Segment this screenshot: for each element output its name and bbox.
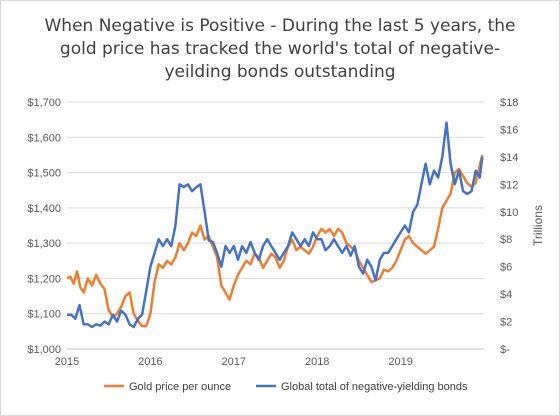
legend-label-gold: Gold price per ounce <box>129 381 231 393</box>
y-right-tick-label: $14 <box>500 152 518 164</box>
gridlines <box>67 101 484 315</box>
series-line-bonds <box>67 121 484 329</box>
y-right-tick-label: $12 <box>500 179 518 191</box>
y-left-tick-label: $1,100 <box>27 309 61 321</box>
y-axis-right-label: Trillions <box>531 205 545 246</box>
y-left-tick-label: $1,000 <box>27 344 61 356</box>
y-right-tick-label: $18 <box>500 97 518 109</box>
y-right-tick-label: $2 <box>500 317 512 329</box>
x-tick-label: 2019 <box>388 356 412 368</box>
y-right-tick-label: $4 <box>500 289 512 301</box>
y-right-tick-label: $10 <box>500 207 518 219</box>
y-right-tick-label: $16 <box>500 124 518 136</box>
y-left-tick-label: $1,700 <box>27 97 61 109</box>
x-tick-label: 2018 <box>305 356 329 368</box>
y-axis-right-ticks: $- $2 $4 $6 $8 $10 $12 $14 $16 $18 <box>500 97 518 356</box>
y-right-tick-label: $- <box>500 344 510 356</box>
chart-title: When Negative is Positive - During the l… <box>44 16 516 82</box>
x-tick-label: 2016 <box>138 356 162 368</box>
legend-label-bonds: Global total of negative-yielding bonds <box>281 381 468 393</box>
x-tick-label: 2015 <box>55 356 79 368</box>
x-axis-ticks: 2015 2016 2017 2018 2019 <box>55 356 413 368</box>
series-lines <box>66 121 484 329</box>
y-left-tick-label: $1,500 <box>27 168 61 180</box>
y-left-tick-label: $1,400 <box>27 203 61 215</box>
y-right-tick-label: $6 <box>500 262 512 274</box>
y-left-tick-label: $1,300 <box>27 238 61 250</box>
legend: Gold price per ounce Global total of nega… <box>104 381 468 393</box>
series-line-gold <box>66 154 484 328</box>
y-left-tick-label: $1,600 <box>27 132 61 144</box>
y-axis-left-ticks: $1,000 $1,100 $1,200 $1,300 $1,400 $1,500 $1,6… <box>27 97 61 356</box>
x-tick-label: 2017 <box>222 356 246 368</box>
y-left-tick-label: $1,200 <box>27 273 61 285</box>
y-right-tick-label: $8 <box>500 234 512 246</box>
